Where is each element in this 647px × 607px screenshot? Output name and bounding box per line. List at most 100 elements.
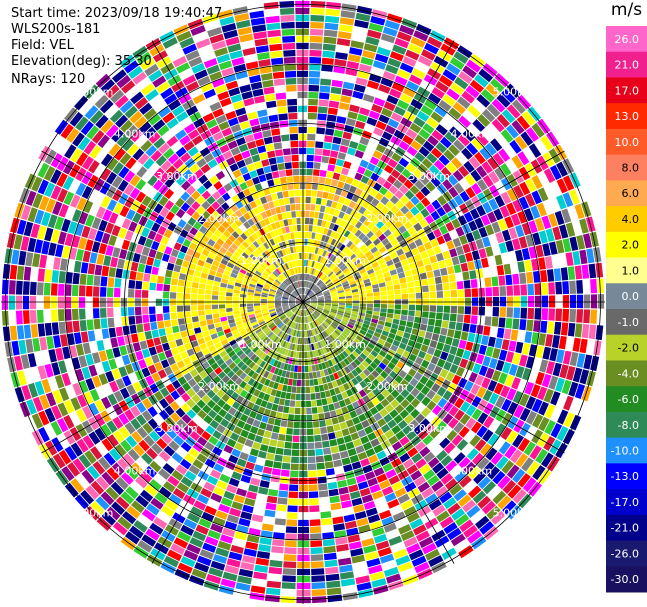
velocity-gate xyxy=(267,248,273,255)
velocity-gate xyxy=(433,159,445,171)
velocity-gate xyxy=(173,353,183,363)
velocity-gate xyxy=(295,400,301,408)
velocity-gate xyxy=(320,511,332,519)
velocity-gate xyxy=(275,307,282,310)
velocity-gate xyxy=(309,306,316,310)
velocity-gate xyxy=(150,274,158,283)
velocity-gate xyxy=(177,318,185,325)
velocity-gate xyxy=(94,94,109,109)
velocity-gate xyxy=(241,555,256,564)
velocity-gate xyxy=(417,244,426,253)
velocity-gate xyxy=(312,328,317,336)
velocity-gate xyxy=(200,163,211,174)
velocity-gate xyxy=(108,358,118,370)
velocity-gate xyxy=(328,314,335,319)
velocity-gate xyxy=(294,407,301,415)
velocity-gate xyxy=(395,555,411,566)
velocity-gate xyxy=(158,268,166,277)
velocity-gate xyxy=(367,254,375,261)
velocity-gate xyxy=(453,182,465,194)
velocity-gate xyxy=(501,339,510,351)
velocity-gate xyxy=(462,243,471,254)
velocity-gate xyxy=(359,297,367,301)
velocity-gate xyxy=(439,491,453,504)
velocity-gate xyxy=(411,555,427,567)
velocity-gate xyxy=(394,75,408,86)
velocity-gate xyxy=(321,266,327,273)
velocity-gate xyxy=(36,296,44,309)
velocity-gate xyxy=(123,260,132,270)
velocity-gate xyxy=(235,582,251,592)
velocity-gate xyxy=(81,469,95,484)
velocity-gate xyxy=(249,283,256,288)
velocity-gate xyxy=(413,372,423,381)
velocity-gate xyxy=(71,209,82,223)
velocity-gate xyxy=(304,252,307,260)
velocity-gate xyxy=(378,246,387,254)
velocity-gate xyxy=(151,266,159,275)
velocity-gate xyxy=(401,475,413,487)
velocity-gate xyxy=(167,153,179,165)
velocity-gate xyxy=(317,341,322,349)
velocity-gate xyxy=(458,165,470,178)
velocity-gate xyxy=(476,165,488,178)
velocity-gate xyxy=(478,248,487,259)
velocity-gate xyxy=(498,349,508,361)
velocity-gate xyxy=(421,359,430,369)
velocity-gate xyxy=(230,222,239,231)
velocity-gate xyxy=(275,306,282,309)
velocity-gate xyxy=(144,238,154,248)
velocity-gate xyxy=(375,269,383,276)
velocity-gate xyxy=(460,331,469,341)
velocity-gate xyxy=(310,14,325,22)
velocity-gate xyxy=(332,278,339,284)
velocity-gate xyxy=(322,191,329,199)
velocity-gate xyxy=(94,427,106,441)
velocity-gate xyxy=(182,169,193,180)
velocity-gate xyxy=(96,253,105,265)
velocity-gate xyxy=(298,323,301,330)
velocity-gate xyxy=(575,186,587,203)
velocity-gate xyxy=(102,139,116,153)
velocity-gate xyxy=(435,283,443,291)
velocity-gate xyxy=(386,573,402,584)
velocity-gate xyxy=(304,309,307,316)
velocity-gate xyxy=(262,326,269,332)
velocity-gate xyxy=(130,161,142,174)
velocity-gate xyxy=(352,416,361,425)
velocity-gate xyxy=(448,186,459,198)
velocity-gate xyxy=(309,211,315,218)
velocity-gate xyxy=(565,252,574,266)
velocity-gate xyxy=(128,352,138,363)
velocity-gate xyxy=(242,127,253,137)
velocity-gate xyxy=(296,589,311,597)
velocity-gate xyxy=(308,274,311,281)
velocity-gate xyxy=(428,555,444,567)
velocity-gate xyxy=(368,22,384,33)
velocity-gate xyxy=(301,309,303,317)
velocity-gate xyxy=(170,363,180,373)
velocity-gate xyxy=(421,487,434,499)
velocity-gate xyxy=(311,321,316,328)
velocity-gate xyxy=(386,337,394,344)
velocity-gate xyxy=(266,232,273,240)
velocity-gate xyxy=(338,304,346,308)
velocity-gate xyxy=(264,315,271,321)
velocity-gate xyxy=(530,205,541,219)
velocity-gate xyxy=(308,307,314,312)
velocity-gate xyxy=(188,262,197,270)
velocity-gate xyxy=(549,439,562,455)
velocity-gate xyxy=(511,120,525,135)
velocity-gate xyxy=(296,49,309,57)
velocity-gate xyxy=(373,346,381,354)
velocity-gate xyxy=(143,108,157,121)
velocity-gate xyxy=(282,355,287,363)
velocity-gate xyxy=(333,129,344,138)
velocity-gate xyxy=(307,119,317,127)
velocity-gate xyxy=(327,352,334,359)
velocity-gate xyxy=(517,379,528,393)
velocity-gate xyxy=(190,305,198,311)
velocity-gate xyxy=(350,432,360,441)
velocity-gate xyxy=(376,503,389,513)
velocity-gate xyxy=(329,286,336,291)
